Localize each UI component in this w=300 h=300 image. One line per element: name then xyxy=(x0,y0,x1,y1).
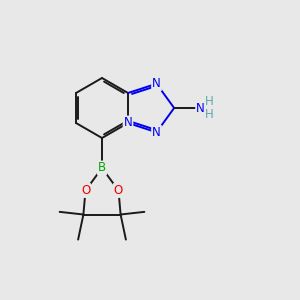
Text: H: H xyxy=(205,95,213,108)
Text: H: H xyxy=(205,108,213,121)
Text: O: O xyxy=(114,184,123,197)
Text: B: B xyxy=(98,161,106,175)
Text: O: O xyxy=(81,184,90,197)
Text: N: N xyxy=(152,126,161,139)
Text: N: N xyxy=(124,116,132,130)
Text: N: N xyxy=(196,101,205,115)
Text: N: N xyxy=(152,77,161,90)
